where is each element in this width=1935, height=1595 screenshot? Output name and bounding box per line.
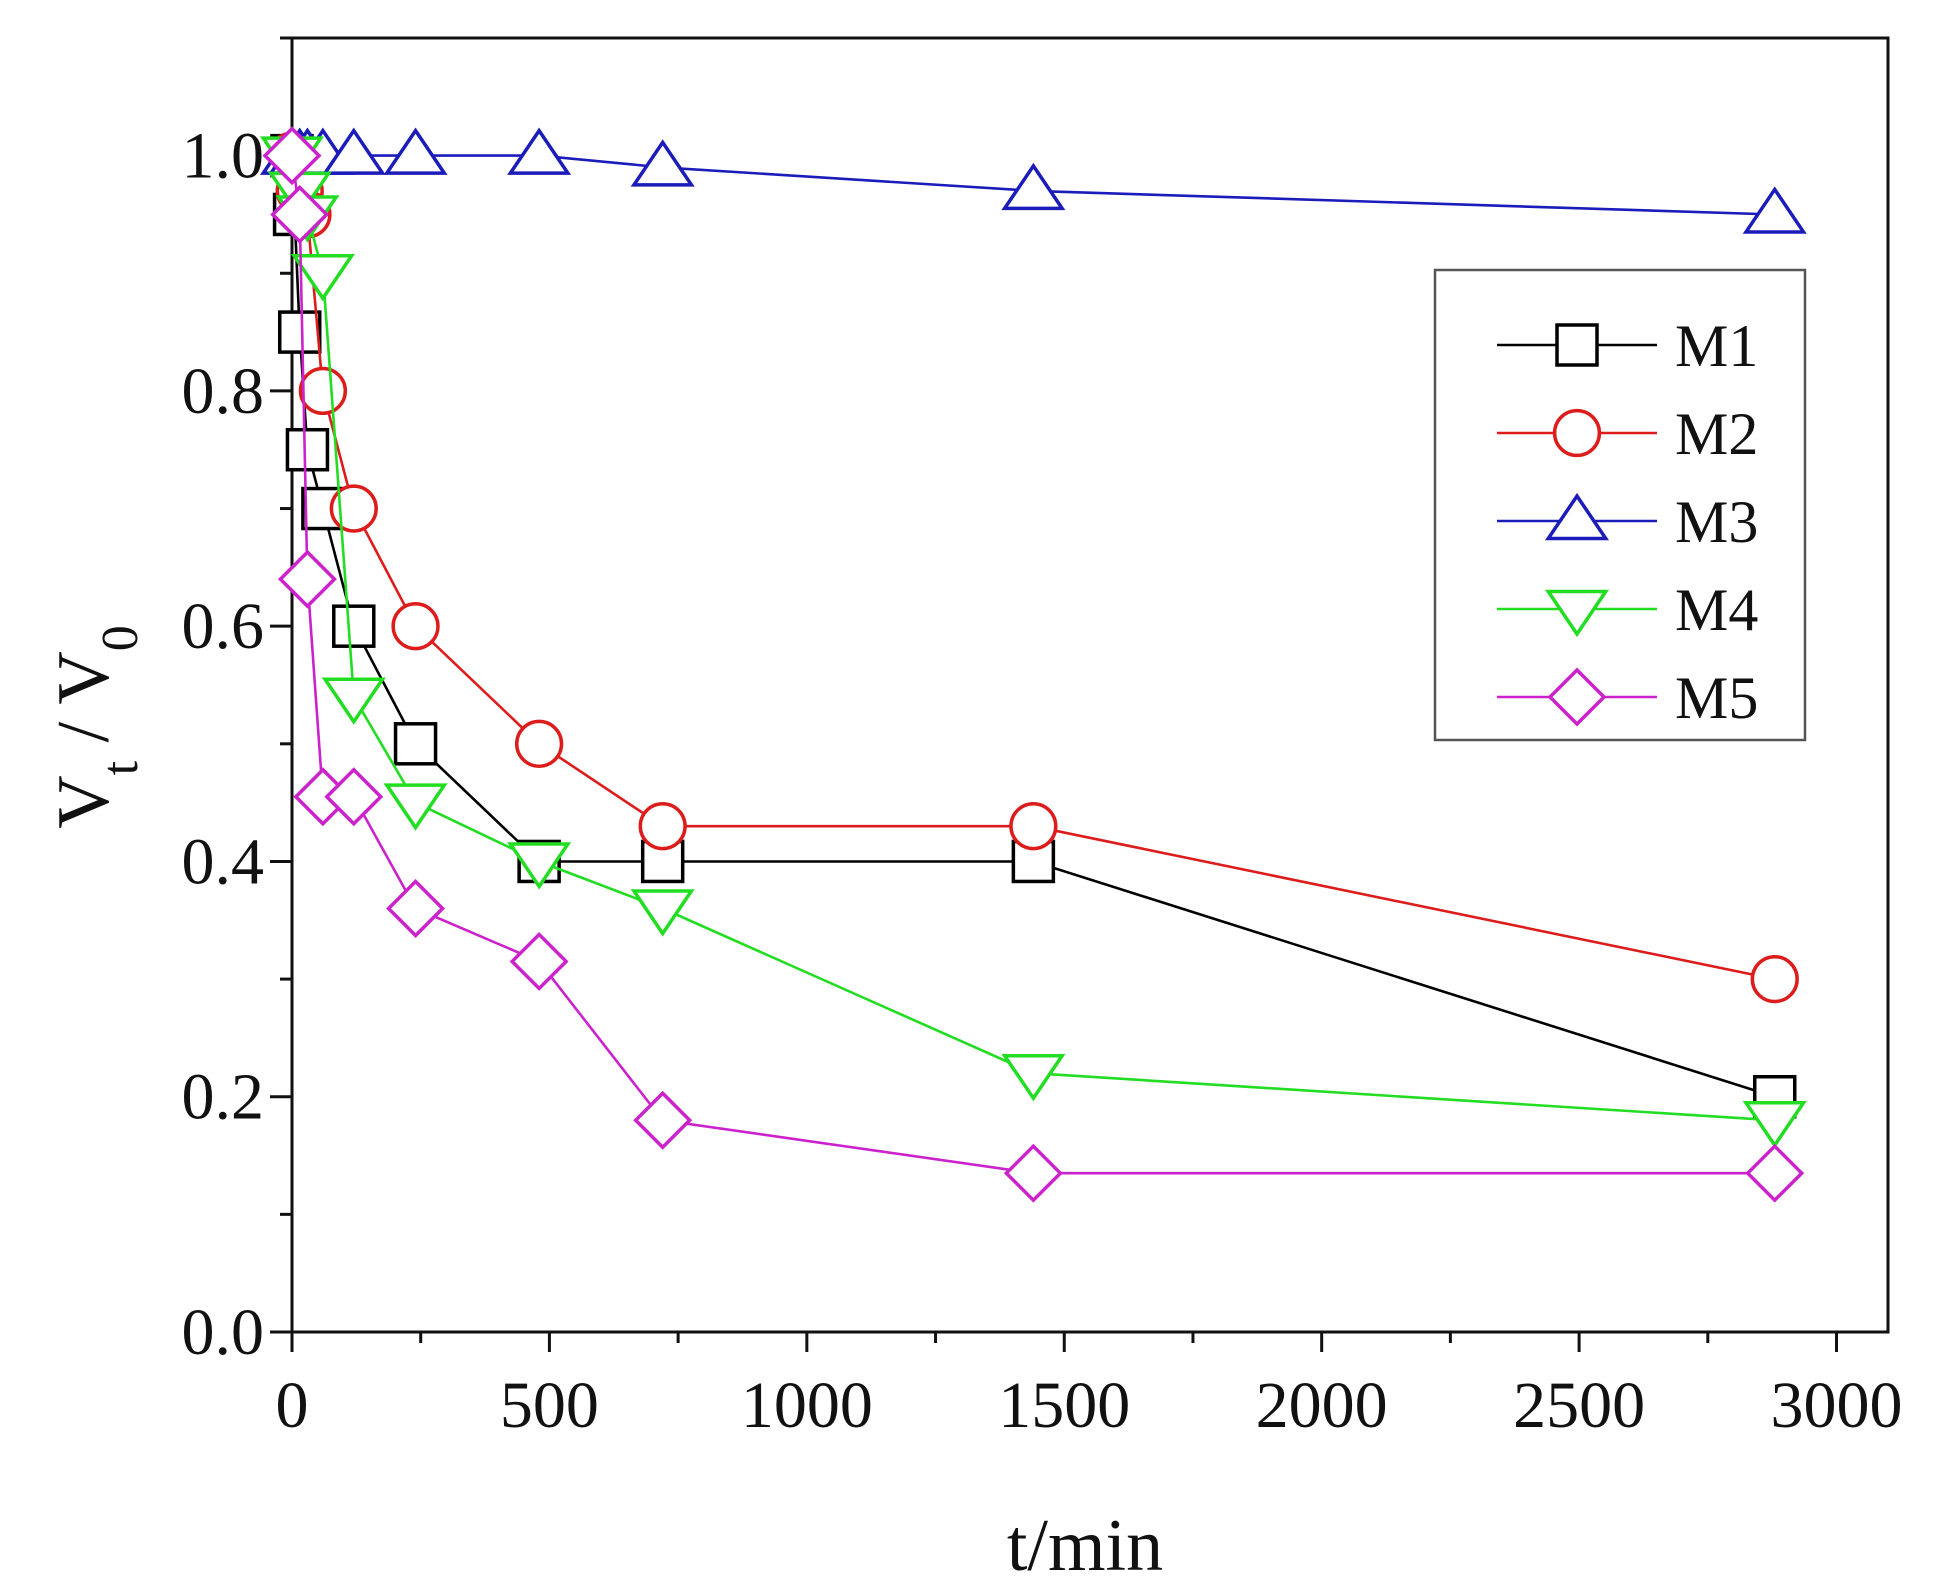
legend-label: M3	[1675, 489, 1758, 555]
data-point	[1547, 667, 1607, 727]
legend-label: M5	[1675, 665, 1758, 731]
x-tick-label: 1500	[998, 1369, 1130, 1442]
data-point	[321, 127, 386, 175]
y-tick-label: 0.6	[182, 590, 265, 663]
data-point	[386, 879, 446, 938]
y-tick-label: 0.4	[182, 825, 265, 898]
series-m5	[262, 126, 1805, 1203]
data-point	[332, 604, 376, 648]
data-point	[277, 549, 337, 609]
data-point	[285, 427, 330, 472]
data-point	[1001, 162, 1066, 211]
data-point	[324, 767, 384, 827]
x-tick-label: 0	[276, 1369, 309, 1442]
legend: M1 M2 M3 M4 M5	[1433, 268, 1807, 742]
data-point	[1544, 492, 1610, 541]
plot-frame	[290, 36, 1890, 1334]
data-point	[633, 1090, 693, 1150]
series-line-m5	[290, 155, 1775, 1175]
data-point	[638, 802, 687, 851]
y-axis-title: Vt / V0	[43, 625, 149, 829]
data-point	[1555, 323, 1599, 367]
legend-box	[1433, 268, 1807, 742]
data-point	[1750, 954, 1799, 1004]
data-point	[329, 484, 378, 533]
data-point	[1001, 1053, 1066, 1102]
y-tick-label: 0.0	[182, 1296, 265, 1369]
plot-area-frame	[290, 36, 1890, 1334]
data-point	[509, 931, 569, 991]
data-point	[1552, 408, 1602, 458]
legend-label: M2	[1675, 401, 1758, 467]
data-point	[262, 126, 322, 186]
data-point	[383, 783, 448, 831]
data-point	[393, 722, 438, 766]
data-point	[270, 184, 330, 244]
legend-label: M1	[1675, 313, 1758, 379]
data-point	[298, 366, 348, 416]
x-tick-label: 2500	[1513, 1369, 1645, 1442]
y-tick-label: 1.0	[182, 120, 265, 193]
data-point	[321, 677, 386, 725]
data-point	[1003, 1143, 1063, 1203]
x-tick-label: 500	[500, 1369, 599, 1442]
data-point	[1742, 186, 1807, 234]
y-tick-label: 0.2	[182, 1061, 265, 1134]
x-tick-label: 1000	[741, 1369, 873, 1442]
series-m3	[259, 127, 1807, 234]
axis-ticks: 0 500 1000 1500 2000 2500 3000 0.0 0.2 0.4 0.6 0.8 1…	[182, 36, 1903, 1442]
data-point	[1544, 589, 1610, 638]
x-tick-label: 2000	[1256, 1369, 1388, 1442]
data-point	[1742, 1101, 1807, 1149]
data-point	[383, 127, 448, 175]
x-axis-title: t/min	[1007, 1505, 1163, 1587]
data-point	[514, 719, 564, 768]
series-lines	[259, 126, 1807, 1203]
data-point	[1745, 1143, 1805, 1203]
data-point	[630, 889, 695, 937]
data-point	[507, 842, 572, 890]
data-point	[290, 254, 355, 302]
x-tick-label: 3000	[1771, 1369, 1903, 1442]
data-point	[1009, 802, 1058, 851]
data-point	[507, 127, 572, 175]
data-point	[391, 602, 440, 651]
legend-label: M4	[1675, 577, 1758, 643]
y-tick-label: 0.8	[182, 355, 265, 428]
data-point	[630, 139, 695, 187]
data-point	[277, 310, 322, 354]
